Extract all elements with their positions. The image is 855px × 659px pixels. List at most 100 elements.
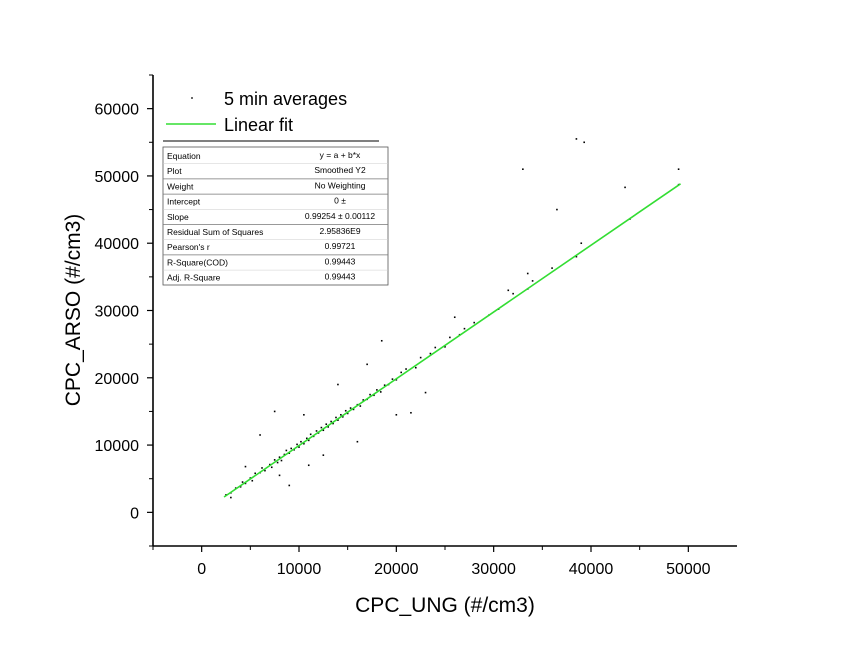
fit-table-value: No Weighting [315, 180, 366, 190]
fit-table-value: 0.99443 [325, 256, 356, 266]
data-point [551, 267, 553, 269]
data-point [556, 208, 558, 211]
data-point [332, 422, 334, 425]
data-point [395, 379, 398, 381]
x-tick-label: 40000 [569, 561, 614, 578]
data-point [391, 378, 394, 380]
y-tick-label: 0 [130, 505, 139, 522]
data-point [415, 366, 417, 369]
data-point [322, 429, 325, 432]
data-point [303, 442, 305, 445]
data-point [522, 168, 524, 170]
data-point [269, 463, 271, 466]
data-point [273, 410, 276, 413]
data-point [346, 412, 349, 415]
x-tick-label: 0 [197, 561, 206, 578]
data-point [359, 405, 362, 407]
linear-fit-line [223, 183, 681, 498]
data-point [362, 399, 365, 401]
data-point [259, 434, 261, 436]
x-tick-label: 30000 [471, 561, 516, 578]
x-tick-label: 50000 [666, 561, 711, 578]
data-point [307, 464, 310, 467]
data-point [340, 413, 342, 416]
data-point [288, 484, 291, 487]
data-point [429, 352, 432, 355]
y-tick-label: 40000 [95, 236, 140, 253]
data-point [322, 454, 325, 456]
fit-table-key: Intercept [167, 197, 201, 207]
fit-table-value: y = a + b*x [320, 150, 361, 160]
data-point [369, 393, 371, 396]
data-point [410, 411, 412, 414]
data-point [244, 482, 247, 485]
data-point [244, 465, 247, 468]
fit-table-value: 0.99721 [325, 241, 356, 251]
data-point [315, 430, 318, 432]
data-point [583, 141, 585, 144]
data-point [342, 416, 344, 418]
data-point [251, 479, 254, 482]
fit-table-key: Pearson's r [167, 242, 210, 252]
data-point [335, 416, 337, 419]
y-tick-label: 60000 [95, 102, 140, 119]
fit-table-key: Weight [167, 181, 194, 191]
data-point [453, 316, 456, 319]
legend: 5 min averages Linear fit [163, 89, 379, 142]
fit-table-key: Equation [167, 151, 201, 161]
data-point [327, 426, 329, 428]
data-point [303, 413, 305, 416]
fit-table-key: R-Square(COD) [167, 257, 228, 267]
data-point [400, 371, 402, 374]
data-point [278, 474, 281, 477]
data-point [383, 384, 386, 386]
x-tick-label: 10000 [277, 561, 322, 578]
data-point [309, 433, 312, 436]
data-point [405, 368, 407, 370]
data-point [337, 419, 339, 421]
data-point [254, 472, 256, 475]
y-tick-label: 10000 [95, 438, 140, 455]
x-axis-label: CPC_UNG (#/cm3) [355, 594, 535, 617]
data-point [264, 469, 266, 472]
data-point [356, 440, 359, 443]
data-point [320, 426, 323, 429]
data-point [349, 407, 352, 409]
fit-table-value: 0.99443 [325, 272, 356, 282]
data-point [419, 356, 422, 359]
data-point [278, 456, 281, 458]
data-point [624, 186, 626, 189]
y-tick-label: 30000 [95, 304, 140, 321]
data-point [325, 423, 328, 426]
fit-table-value: 2.95836E9 [319, 226, 360, 236]
data-point [395, 413, 398, 416]
data-point [273, 459, 276, 461]
data-point [434, 346, 437, 349]
data-point [330, 420, 332, 423]
data-point [512, 292, 514, 295]
data-point [575, 138, 578, 140]
fit-table-value: 0.99254 ± 0.00112 [305, 211, 375, 221]
fit-table-key: Slope [167, 212, 189, 222]
data-point [463, 327, 466, 330]
data-point [531, 280, 534, 282]
data-point [296, 443, 298, 446]
fit-table-key: Residual Sum of Squares [167, 227, 263, 237]
data-point [473, 321, 475, 324]
data-point [239, 485, 242, 488]
data-point [449, 336, 451, 339]
data-point [307, 439, 310, 442]
data-point [270, 466, 273, 469]
fit-table-value: Smoothed Y2 [314, 165, 366, 175]
legend-label-scatter: 5 min averages [224, 89, 347, 109]
data-point [373, 394, 375, 397]
data-point [366, 363, 368, 366]
data-point [344, 409, 347, 412]
data-point [283, 453, 286, 456]
data-point [575, 255, 578, 258]
data-point [285, 449, 288, 452]
data-point [305, 437, 308, 440]
fit-results-table: Equation y = a + b*x Plot Smoothed Y2 Weight… [162, 146, 389, 286]
x-tick-label: 20000 [374, 561, 419, 578]
